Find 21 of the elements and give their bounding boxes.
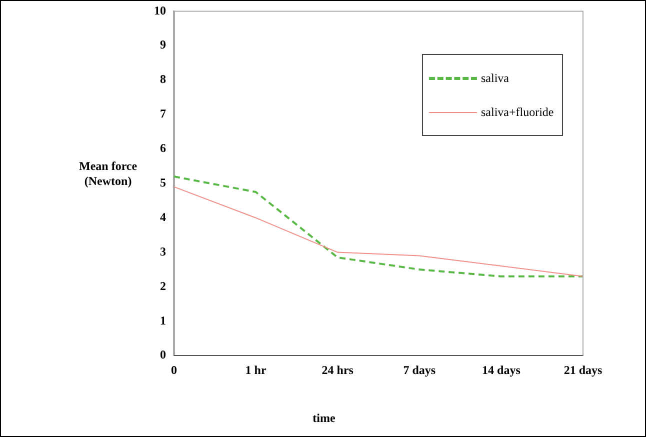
y-tick-label: 9 <box>160 38 166 52</box>
y-tick-label: 1 <box>160 313 166 328</box>
y-axis-title: Mean force (Newton) <box>79 159 138 189</box>
y-tick-label: 10 <box>154 3 166 18</box>
y-tick-label: 5 <box>160 175 166 190</box>
x-tick-label: 14 days <box>482 362 521 377</box>
x-tick-label: 24 hrs <box>322 362 354 377</box>
x-tick-label: 21 days <box>564 362 602 377</box>
y-tick-label: 4 <box>160 210 166 224</box>
y-tick-label: 8 <box>160 72 166 86</box>
y-tick-label: 6 <box>160 141 166 156</box>
y-tick-label: 2 <box>160 278 166 293</box>
y-tick-label: 3 <box>160 244 166 258</box>
legend-label: saliva <box>481 70 509 86</box>
y-tick-label: 0 <box>160 348 166 362</box>
x-tick-label: 0 <box>171 362 177 377</box>
x-tick-label: 1 hr <box>245 362 267 377</box>
x-axis-title: time <box>312 411 336 426</box>
y-tick-label: 7 <box>160 106 166 121</box>
x-tick-label: 7 days <box>403 362 436 377</box>
legend-label: saliva+fluoride <box>481 104 554 120</box>
